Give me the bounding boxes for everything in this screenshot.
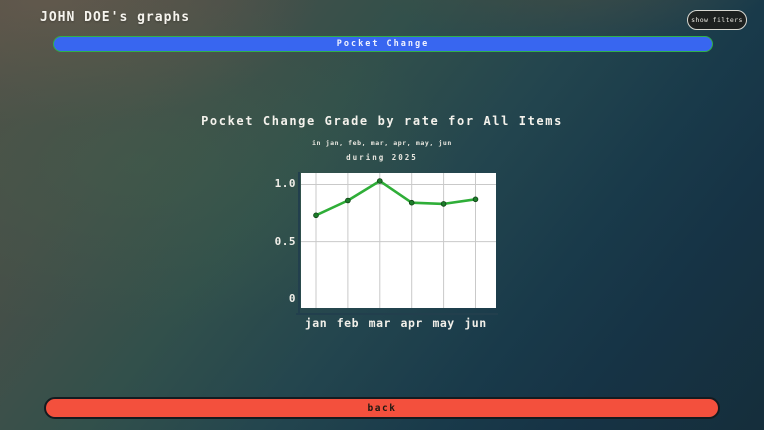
back-button-label: back [367, 402, 397, 414]
chart-point [408, 199, 415, 206]
page-title: JOHN DOE's graphs [40, 10, 191, 25]
x-tick-label: may [432, 316, 455, 330]
chart-point [345, 197, 351, 204]
x-tick-label: jan [304, 316, 328, 330]
y-tick-label: 0.5 [274, 234, 296, 248]
chart-title: Pocket Change Grade by rate for All Item… [201, 114, 563, 128]
chart-period: during 2025 [346, 153, 418, 162]
chart-line [314, 179, 477, 217]
x-tick-label: mar [368, 316, 391, 330]
chart-point [472, 196, 479, 203]
chart-plot-area [301, 173, 496, 308]
back-button[interactable]: back [44, 397, 720, 419]
chart-point [313, 212, 319, 219]
chart-y-axis-line [298, 172, 300, 314]
chart-point [377, 178, 383, 184]
chart-x-axis-line [296, 313, 498, 315]
graph-selector-label: Pocket Change [336, 39, 430, 49]
line-chart-svg [301, 173, 496, 308]
x-tick-label: feb [336, 316, 360, 330]
graph-selector-pill[interactable]: Pocket Change [53, 36, 713, 52]
x-tick-label: jun [464, 316, 487, 330]
chart-subtitle: in jan, feb, mar, apr, may, jun [312, 139, 452, 147]
y-tick-label: 1.0 [274, 177, 296, 191]
x-tick-label: apr [400, 316, 423, 330]
chart-point [440, 201, 447, 207]
show-filters-button[interactable]: show filters [687, 10, 747, 30]
y-tick-label: 0 [288, 291, 296, 305]
